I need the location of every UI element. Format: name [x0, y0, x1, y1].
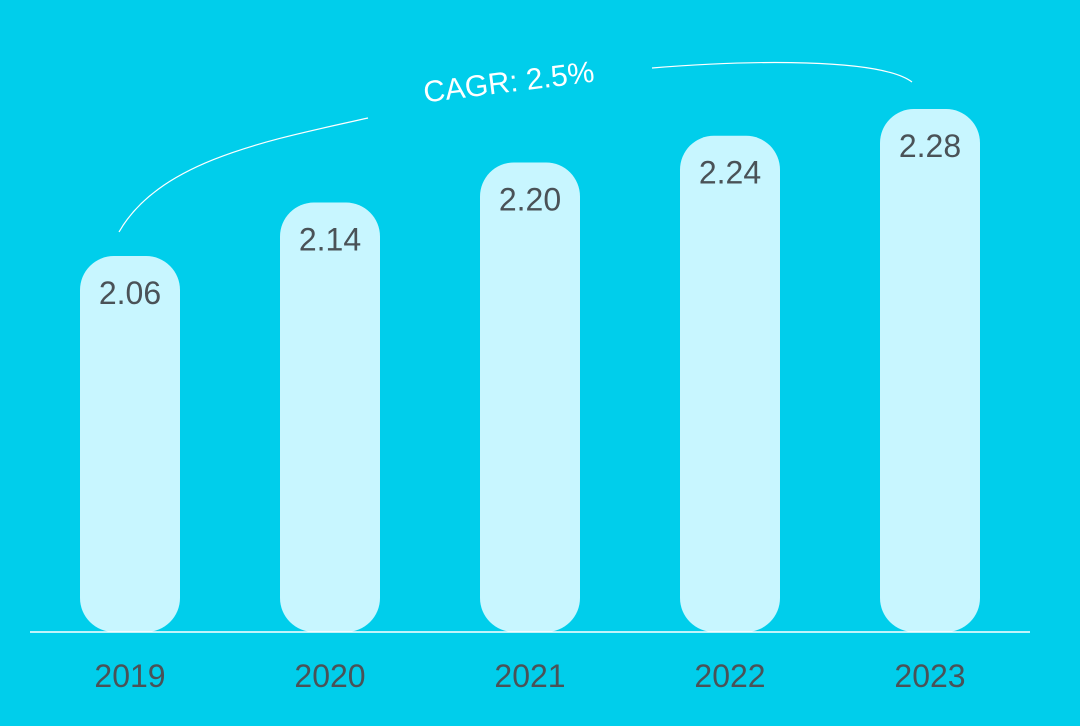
- bar-2023: [880, 109, 980, 632]
- x-tick-label: 2021: [494, 658, 565, 694]
- x-tick-label: 2020: [294, 658, 365, 694]
- bar-2019: [80, 256, 180, 632]
- bar-2020: [280, 202, 380, 632]
- bar-2021: [480, 162, 580, 633]
- bar-2022: [680, 135, 780, 632]
- x-tick-label: 2023: [894, 658, 965, 694]
- bar-value-label: 2.14: [299, 222, 361, 258]
- bar-value-label: 2.06: [99, 275, 161, 311]
- x-tick-label: 2019: [94, 658, 165, 694]
- x-tick-label: 2022: [694, 658, 765, 694]
- bar-value-label: 2.24: [699, 155, 761, 191]
- bar-value-label: 2.20: [499, 181, 561, 217]
- cagr-arc-left: [118, 117, 369, 233]
- bars-group: 2.06 2.14 2.20 2.24 2.28: [80, 109, 980, 633]
- cagr-arc-right: [651, 61, 913, 83]
- bar-value-label: 2.28: [899, 128, 961, 164]
- x-axis-ticks: 2019 2020 2021 2022 2023: [94, 658, 965, 694]
